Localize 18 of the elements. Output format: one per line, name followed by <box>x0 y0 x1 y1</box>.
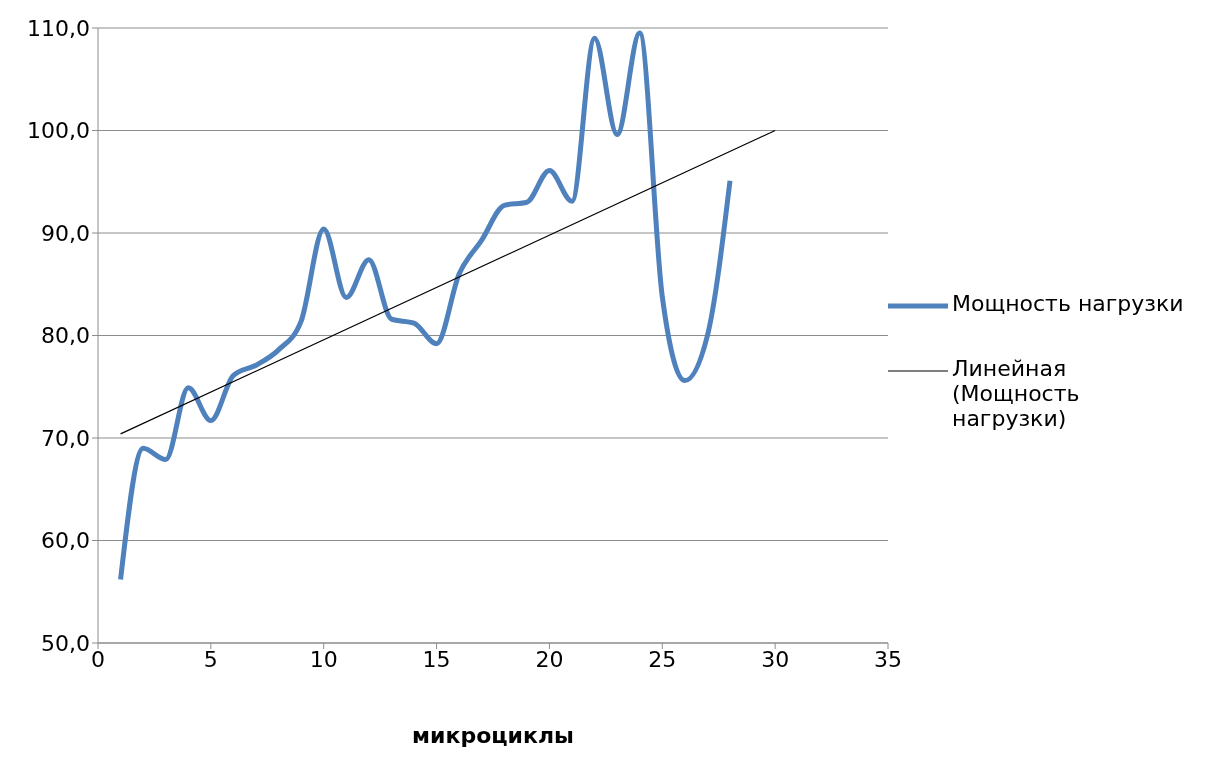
legend-label: Линейная (Мощность нагрузки) <box>952 355 1081 431</box>
y-tick-label: 100,0 <box>27 118 90 144</box>
x-tick-label: 5 <box>203 646 218 672</box>
x-tick-label: 30 <box>761 646 790 672</box>
x-axis-title: микроциклы <box>412 723 574 748</box>
y-tick-label: 70,0 <box>41 425 90 451</box>
x-tick-label: 35 <box>874 646 902 672</box>
y-tick-label: 110,0 <box>27 15 90 41</box>
x-tick-label: 20 <box>535 646 564 672</box>
x-tick-label: 15 <box>422 646 451 672</box>
y-tick-label: 90,0 <box>41 220 90 246</box>
y-tick-label: 50,0 <box>41 630 90 656</box>
legend-label: Мощность нагрузки <box>952 290 1184 316</box>
x-tick-label: 0 <box>91 646 105 672</box>
y-tick-label: 60,0 <box>41 528 90 554</box>
x-tick-label: 25 <box>648 646 677 672</box>
y-tick-label: 80,0 <box>41 323 90 349</box>
x-tick-label: 10 <box>309 646 338 672</box>
